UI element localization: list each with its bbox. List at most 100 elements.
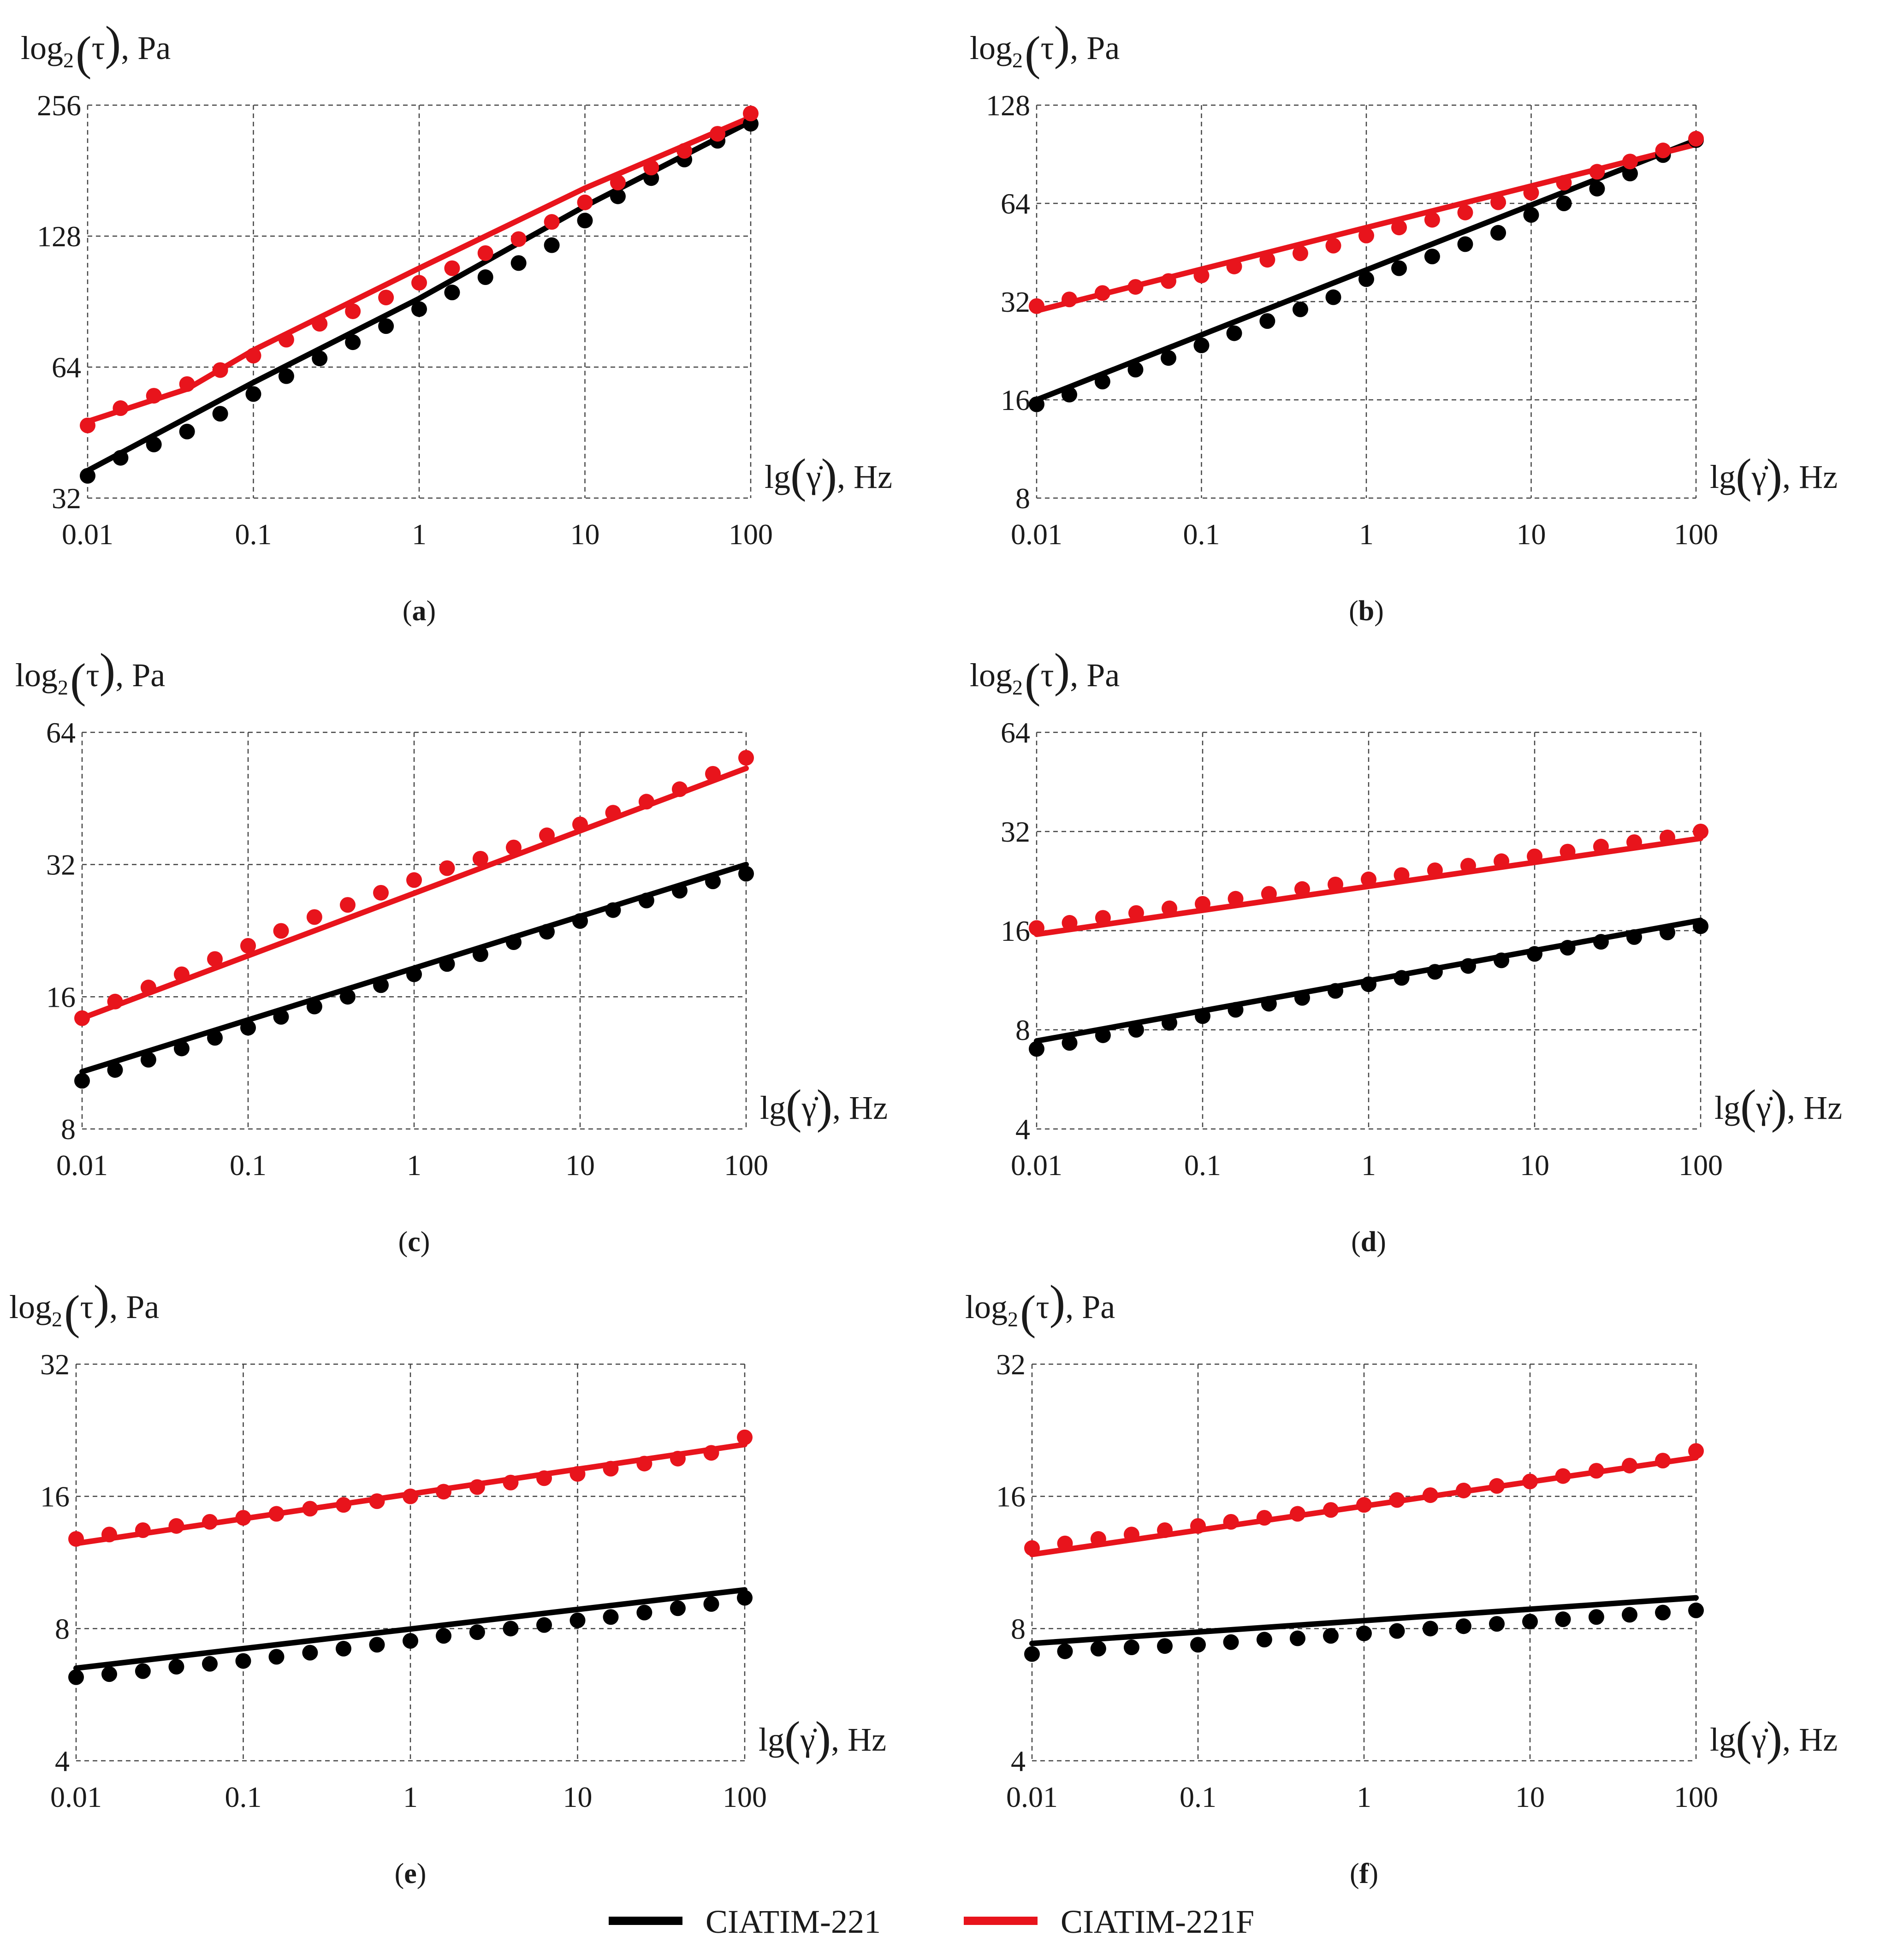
y-tick-label: 64 bbox=[1001, 187, 1030, 220]
data-point-ciatim-221f bbox=[339, 897, 356, 913]
data-point-ciatim-221 bbox=[1356, 1625, 1372, 1641]
data-point-ciatim-221f bbox=[444, 260, 460, 276]
data-point-ciatim-221f bbox=[1157, 1522, 1173, 1538]
data-point-ciatim-221f bbox=[1622, 154, 1638, 170]
data-point-ciatim-221f bbox=[1522, 1473, 1538, 1490]
data-point-ciatim-221 bbox=[1593, 934, 1609, 950]
y-tick-label: 64 bbox=[46, 716, 76, 749]
x-tick-label: 100 bbox=[729, 518, 773, 551]
data-point-ciatim-221f bbox=[268, 1506, 285, 1522]
data-point-ciatim-221f bbox=[403, 1488, 418, 1504]
data-point-ciatim-221f bbox=[1626, 834, 1642, 850]
x-tick-label: 0.01 bbox=[1011, 1149, 1062, 1182]
data-point-ciatim-221 bbox=[80, 468, 95, 484]
data-point-ciatim-221f bbox=[1688, 1443, 1704, 1459]
data-point-ciatim-221f bbox=[1223, 1514, 1239, 1530]
data-point-ciatim-221 bbox=[1325, 289, 1341, 305]
data-point-ciatim-221 bbox=[539, 924, 555, 940]
data-point-ciatim-221f bbox=[439, 860, 455, 876]
y-tick-label: 8 bbox=[1015, 1014, 1030, 1046]
data-point-ciatim-221f bbox=[1693, 824, 1708, 839]
data-point-ciatim-221f bbox=[411, 275, 427, 291]
data-point-ciatim-221 bbox=[505, 934, 522, 950]
data-point-ciatim-221 bbox=[671, 883, 688, 899]
data-point-ciatim-221 bbox=[1589, 181, 1605, 197]
data-point-ciatim-221 bbox=[670, 1600, 686, 1616]
y-tick-label: 16 bbox=[1001, 384, 1030, 416]
chart-panel-c: 0.01 0.1 1 10 100 8 16 32 64 log2(τ), Pa lg(γ̇), H… bbox=[15, 644, 888, 1258]
data-point-ciatim-221 bbox=[135, 1663, 151, 1679]
data-point-ciatim-221 bbox=[1259, 313, 1275, 329]
data-point-ciatim-221f bbox=[1527, 848, 1542, 864]
data-point-ciatim-221f bbox=[1523, 184, 1539, 201]
data-point-ciatim-221f bbox=[1193, 267, 1210, 284]
data-point-ciatim-221f bbox=[710, 126, 726, 142]
data-point-ciatim-221f bbox=[1621, 1457, 1637, 1473]
data-point-ciatim-221f bbox=[1555, 1468, 1571, 1484]
data-point-ciatim-221 bbox=[1193, 337, 1210, 353]
data-point-ciatim-221 bbox=[1556, 196, 1572, 211]
legend-label-ciatim-221: CIATIM-221 bbox=[706, 1903, 881, 1940]
chart-panel-d: 0.01 0.1 1 10 100 4 8 16 32 64 log2(τ), Pa lg(γ̇), … bbox=[970, 644, 1842, 1258]
panel-caption: (b) bbox=[1349, 595, 1384, 627]
x-axis-label: lg(γ̇), Hz bbox=[1710, 1712, 1838, 1765]
data-point-ciatim-221 bbox=[503, 1621, 519, 1637]
data-point-ciatim-221 bbox=[544, 237, 560, 253]
data-point-ciatim-221 bbox=[273, 1009, 289, 1025]
data-point-ciatim-221f bbox=[738, 750, 754, 766]
data-point-ciatim-221 bbox=[146, 436, 162, 452]
x-tick-label: 10 bbox=[570, 518, 600, 551]
y-tick-label: 8 bbox=[1015, 482, 1030, 515]
data-point-ciatim-221f bbox=[1560, 843, 1576, 860]
data-point-ciatim-221f bbox=[212, 362, 228, 378]
data-point-ciatim-221 bbox=[1523, 207, 1539, 223]
data-point-ciatim-221 bbox=[1323, 1628, 1339, 1644]
data-point-ciatim-221 bbox=[406, 966, 422, 982]
data-point-ciatim-221 bbox=[1455, 1618, 1471, 1634]
y-axis-label: log2(τ), Pa bbox=[9, 1276, 159, 1339]
data-point-ciatim-221 bbox=[268, 1649, 285, 1665]
data-point-ciatim-221f bbox=[1325, 238, 1341, 254]
data-point-ciatim-221 bbox=[569, 1612, 586, 1628]
data-point-ciatim-221f bbox=[705, 766, 721, 782]
data-point-ciatim-221f bbox=[1328, 876, 1344, 892]
x-tick-label: 0.01 bbox=[1011, 518, 1062, 551]
data-point-ciatim-221f bbox=[1261, 886, 1277, 902]
data-point-ciatim-221f bbox=[373, 885, 389, 901]
data-point-ciatim-221 bbox=[173, 1040, 190, 1057]
data-point-ciatim-221 bbox=[1555, 1611, 1571, 1627]
x-tick-label: 10 bbox=[1517, 518, 1546, 551]
data-point-ciatim-221f bbox=[168, 1518, 184, 1534]
data-point-ciatim-221 bbox=[1161, 350, 1177, 366]
data-point-ciatim-221f bbox=[569, 1466, 586, 1482]
data-point-ciatim-221 bbox=[536, 1617, 552, 1633]
data-point-ciatim-221 bbox=[1292, 301, 1308, 317]
x-tick-label: 0.1 bbox=[235, 518, 272, 551]
data-point-ciatim-221f bbox=[1323, 1502, 1339, 1518]
data-point-ciatim-221f bbox=[101, 1526, 118, 1543]
data-point-ciatim-221 bbox=[1460, 958, 1476, 974]
data-point-ciatim-221f bbox=[743, 105, 759, 121]
series-line-ciatim-221 bbox=[1029, 1595, 1699, 1646]
x-tick-label: 0.1 bbox=[230, 1149, 267, 1182]
data-point-ciatim-221 bbox=[1688, 1602, 1704, 1618]
data-point-ciatim-221f bbox=[1358, 227, 1374, 244]
data-point-ciatim-221 bbox=[245, 386, 261, 402]
data-point-ciatim-221 bbox=[1024, 1646, 1040, 1662]
data-point-ciatim-221f bbox=[505, 839, 522, 855]
data-point-ciatim-221 bbox=[240, 1020, 256, 1036]
data-point-ciatim-221 bbox=[472, 946, 488, 962]
data-point-ciatim-221f bbox=[472, 850, 488, 867]
x-tick-label: 100 bbox=[723, 1781, 767, 1813]
data-point-ciatim-221 bbox=[1128, 1022, 1144, 1038]
panel-caption: (e) bbox=[395, 1858, 427, 1889]
data-point-ciatim-221f bbox=[378, 290, 394, 306]
y-tick-label: 16 bbox=[40, 1480, 70, 1513]
data-point-ciatim-221 bbox=[439, 956, 455, 972]
data-point-ciatim-221 bbox=[1389, 1623, 1405, 1639]
data-point-ciatim-221f bbox=[1490, 194, 1506, 210]
data-point-ciatim-221 bbox=[378, 318, 394, 334]
data-point-ciatim-221 bbox=[477, 269, 493, 285]
data-point-ciatim-221 bbox=[1090, 1640, 1106, 1657]
data-point-ciatim-221f bbox=[1123, 1526, 1139, 1543]
